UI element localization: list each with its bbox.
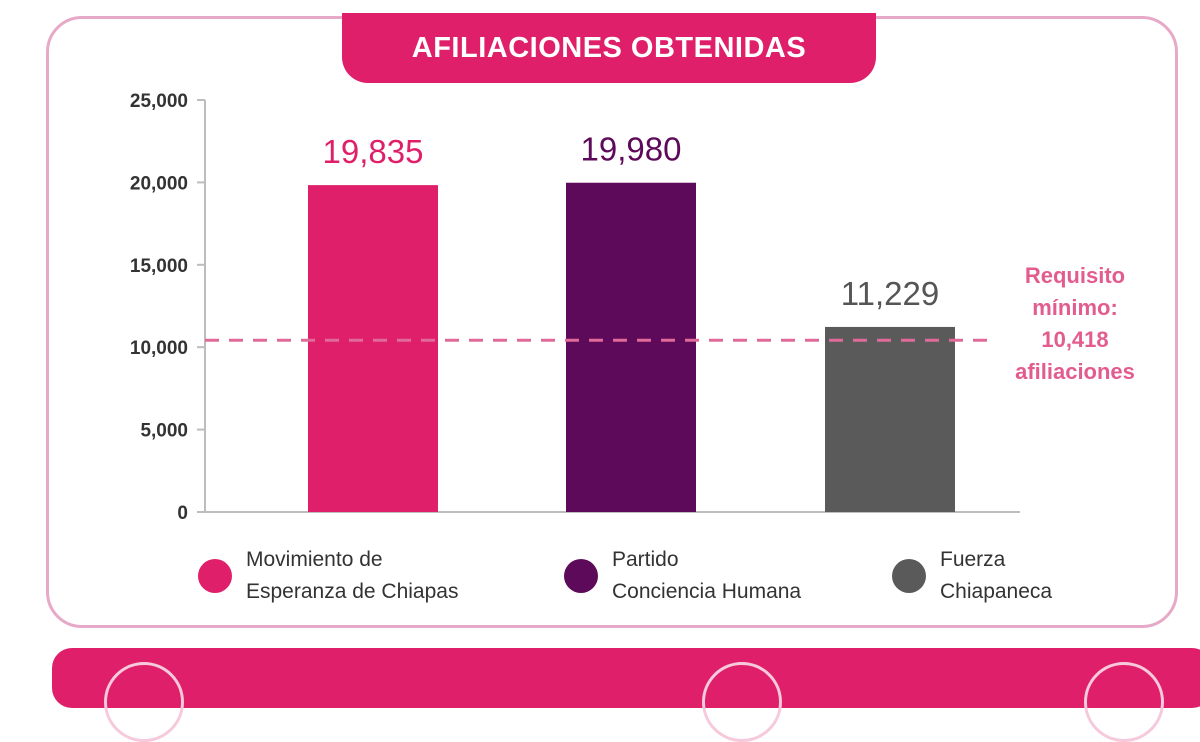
legend-dot-fuerza	[892, 559, 926, 593]
bar-value-label: 11,229	[841, 275, 939, 312]
y-tick-label: 5,000	[140, 421, 188, 442]
bar-value-label: 19,980	[581, 131, 682, 168]
y-tick-label: 10,000	[130, 338, 188, 359]
legend-dot-partido	[564, 559, 598, 593]
bars	[308, 182, 955, 512]
legend-item-partido: Partido Conciencia Humana	[564, 544, 801, 608]
banner-circle-left	[104, 662, 184, 742]
chart-title: AFILIACIONES OBTENIDAS	[342, 13, 876, 83]
legend-label-partido: Partido Conciencia Humana	[612, 548, 802, 603]
y-tick-label: 0	[177, 503, 188, 524]
legend-dot-movimiento	[198, 559, 232, 593]
requirement-annotation: Requisito mínimo: 10,418 afiliaciones	[1015, 263, 1135, 384]
y-tick-label: 20,000	[130, 173, 188, 194]
legend-item-movimiento: Movimiento de Esperanza de Chiapas	[198, 544, 458, 608]
banner-circle-middle	[702, 662, 782, 742]
bottom-banner	[52, 648, 1200, 742]
data-labels: 19,835 19,980 11,229	[323, 131, 940, 312]
bar-value-label: 19,835	[323, 133, 424, 170]
legend-label-movimiento: Movimiento de Esperanza de Chiapas	[246, 548, 459, 603]
bar	[308, 185, 438, 512]
banner-circle-right	[1084, 662, 1164, 742]
legend-item-fuerza: Fuerza Chiapaneca	[892, 544, 1052, 608]
legend-label-fuerza: Fuerza Chiapaneca	[940, 548, 1053, 603]
y-tick-label: 15,000	[130, 256, 188, 277]
bar	[825, 326, 955, 512]
y-axis: 0 5,000 10,000 15,000 20,000 25,000	[130, 91, 1020, 524]
bar	[566, 182, 696, 512]
y-tick-label: 25,000	[130, 91, 188, 112]
